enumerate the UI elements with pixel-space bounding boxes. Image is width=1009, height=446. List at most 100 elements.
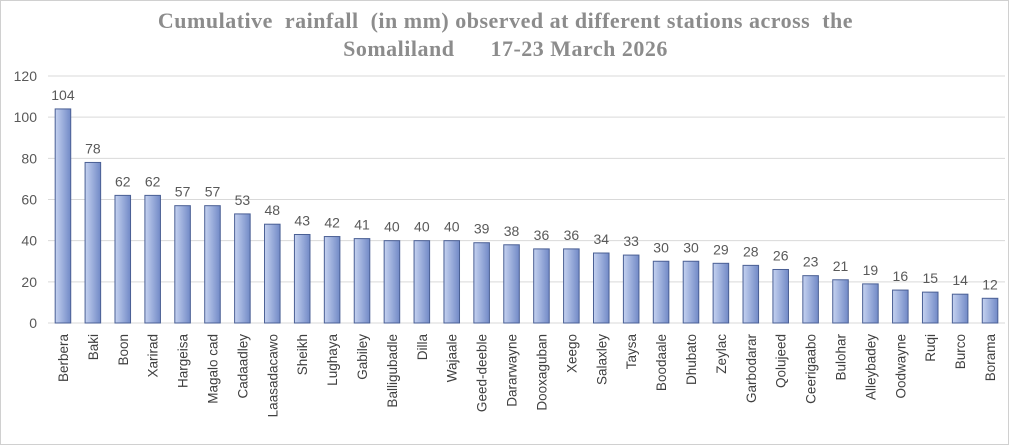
- bar-garbodarar: [742, 264, 760, 324]
- bar-dararwayne: [503, 244, 520, 324]
- chart-title-line2: Somaliland 17-23 March 2026: [343, 36, 668, 61]
- x-tick-label: Wajaale: [445, 334, 460, 382]
- x-tick-label: Sheikh: [295, 334, 310, 375]
- data-label: 104: [51, 87, 75, 103]
- x-tick-label: Balligubadle: [385, 334, 400, 408]
- data-label: 16: [893, 268, 909, 284]
- x-tick-label: Cadaadley: [235, 334, 250, 399]
- data-label: 40: [444, 219, 460, 235]
- data-label: 40: [384, 219, 400, 235]
- data-label: 53: [235, 192, 251, 208]
- x-tick-label: Salaxley: [594, 334, 609, 385]
- x-tick-label: Taysa: [624, 334, 639, 370]
- bar-zeylac: [712, 262, 730, 324]
- x-tick-label: Garbodarar: [744, 334, 759, 404]
- data-label: 29: [713, 241, 729, 257]
- data-label: 78: [85, 140, 101, 156]
- y-tick-label: 60: [21, 192, 37, 208]
- data-label: 57: [175, 184, 191, 200]
- data-label: 33: [623, 233, 639, 249]
- x-tick-label: Qolujeed: [774, 334, 789, 388]
- x-tick-label: Gabiley: [355, 334, 370, 380]
- x-tick-label: Bulohar: [834, 334, 849, 381]
- x-tick-label: Geed-deeble: [475, 334, 490, 412]
- bar-qolujeed: [772, 268, 789, 324]
- data-label: 39: [474, 221, 490, 237]
- x-tick-label: Xeego: [564, 334, 579, 373]
- y-tick-label: 100: [14, 109, 38, 125]
- bar-boon: [114, 194, 132, 324]
- x-tick-label: Laasadacawo: [265, 334, 280, 417]
- data-label: 40: [414, 219, 430, 235]
- data-label: 36: [534, 227, 550, 243]
- data-label: 42: [324, 215, 340, 231]
- x-tick-label: Xarirad: [146, 334, 161, 378]
- y-tick-label: 20: [21, 274, 37, 290]
- data-label: 30: [653, 239, 669, 255]
- bar-alleybadey: [862, 283, 879, 324]
- bar-xeego: [563, 248, 580, 324]
- bar-geed-deeble: [473, 242, 490, 324]
- x-tick-label: Boon: [116, 334, 131, 366]
- x-tick-label: Burco: [953, 334, 968, 369]
- data-label: 36: [564, 227, 580, 243]
- x-tick-label: Dararwayne: [505, 334, 520, 407]
- x-tick-label: Ruqi: [923, 334, 938, 362]
- x-tick-label: Magalo cad: [205, 334, 220, 404]
- x-tick-label: Dhubato: [684, 334, 699, 385]
- x-axis: Berbera Baki Boon Xarirad Hargeisa Magalo cad…: [56, 334, 998, 418]
- data-label: 21: [833, 258, 849, 274]
- bar-borama: [981, 297, 999, 324]
- x-tick-label: Dilla: [415, 334, 430, 361]
- bar-dooxaguban: [533, 248, 550, 324]
- bar-gabiley: [353, 238, 371, 324]
- data-label: 62: [145, 173, 161, 189]
- data-label: 57: [205, 184, 221, 200]
- x-tick-label: Baki: [86, 334, 101, 360]
- chart-title-line1: Cumulative rainfall (in mm) observed at …: [157, 8, 854, 33]
- data-label: 34: [593, 231, 609, 247]
- bar-bulohar: [832, 279, 849, 324]
- y-tick-label: 40: [21, 233, 37, 249]
- x-tick-label: Alleybadey: [863, 334, 878, 400]
- x-tick-label: Ceerigaabo: [804, 334, 819, 404]
- bar-salaxley: [592, 252, 610, 324]
- data-label: 15: [922, 270, 938, 286]
- y-tick-label: 80: [21, 150, 37, 166]
- data-label: 23: [803, 254, 819, 270]
- x-tick-label: Hargeisa: [176, 334, 191, 389]
- x-tick-label: Lughaya: [325, 334, 340, 386]
- x-tick-label: Dooxaguban: [534, 334, 549, 411]
- x-tick-label: Oodwayne: [893, 334, 908, 399]
- bar-ruqi: [921, 291, 939, 324]
- data-label: 14: [952, 272, 968, 288]
- bar-hargeisa: [174, 205, 191, 324]
- data-label: 28: [743, 243, 759, 259]
- data-label: 38: [504, 223, 520, 239]
- bar-sheikh: [293, 233, 311, 324]
- data-label: 48: [265, 202, 281, 218]
- bar-oodwayne: [892, 289, 909, 324]
- bar-laasadacawo: [264, 223, 281, 324]
- y-tick-label: 0: [29, 315, 37, 331]
- bar-dilla: [413, 240, 431, 324]
- x-tick-label: Berbera: [56, 334, 71, 383]
- bar-xarirad: [144, 194, 161, 324]
- gridlines: [48, 75, 1005, 324]
- x-tick-label: Boodaale: [654, 334, 669, 391]
- bar-baki: [84, 161, 102, 324]
- bar-magalo-cad: [204, 205, 221, 324]
- bar-balligubadle: [383, 240, 401, 324]
- data-label: 30: [683, 239, 699, 255]
- bar-berbera: [54, 108, 72, 324]
- data-label: 41: [354, 217, 370, 233]
- bar-wajaale: [443, 240, 461, 324]
- data-label: 43: [294, 212, 310, 228]
- y-axis: 0 20 40 60 80 100 120: [14, 68, 38, 331]
- data-label: 62: [115, 173, 131, 189]
- x-tick-label: Zeylac: [714, 334, 729, 374]
- bar-dhubato: [682, 260, 700, 324]
- bar-boodaale: [652, 260, 670, 324]
